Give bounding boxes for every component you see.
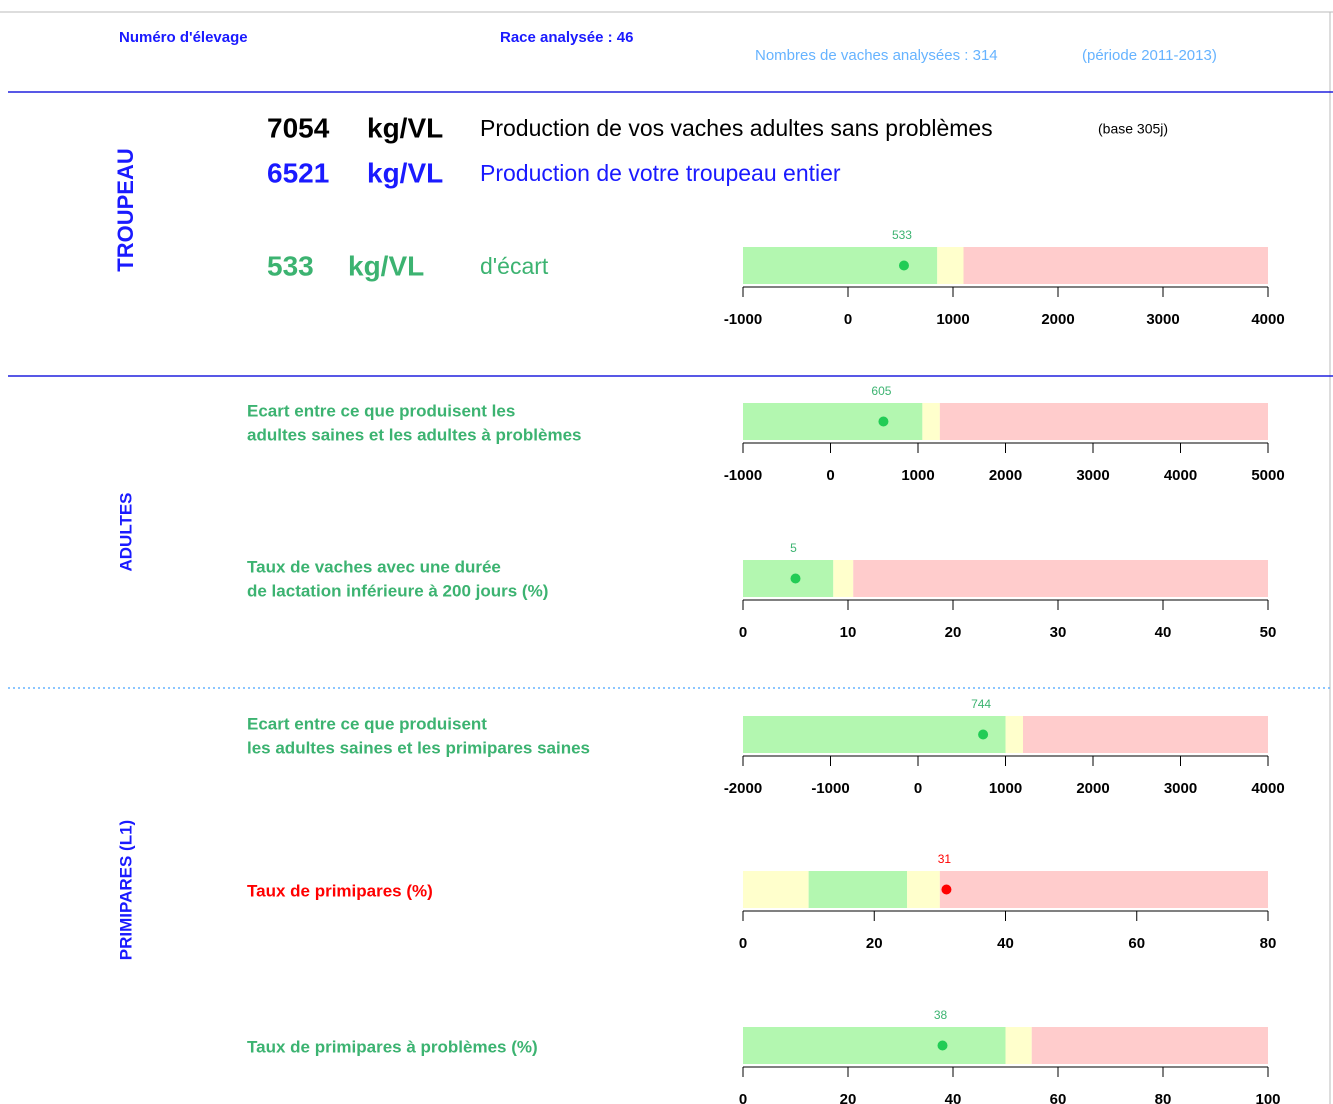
prod-text: Production de vos vaches adultes sans pr…	[480, 115, 993, 141]
x-tick-label: 50	[1260, 624, 1277, 641]
section-label: TROUPEAU	[113, 148, 138, 271]
x-tick-label: 1000	[936, 311, 969, 328]
band	[1023, 716, 1268, 753]
band	[833, 560, 854, 597]
chart-title: Taux de vaches avec une durée	[247, 557, 501, 576]
prod-value: 7054	[267, 112, 330, 143]
chart-title: Ecart entre ce que produisent les	[247, 401, 515, 420]
header-numero: Numéro d'élevage	[119, 29, 248, 46]
band	[743, 1027, 1006, 1064]
ecart-text: d'écart	[480, 253, 549, 279]
band	[743, 403, 923, 440]
band	[1005, 716, 1023, 753]
ecart-value: 533	[267, 250, 314, 281]
chart-title: Taux de primipares (%)	[247, 881, 433, 900]
chart-title: Taux de primipares à problèmes (%)	[247, 1037, 538, 1056]
value-label: 744	[971, 697, 991, 711]
value-dot	[978, 729, 989, 740]
x-tick-label: 40	[945, 1091, 962, 1104]
section-label: PRIMIPARES (L1)	[116, 820, 135, 960]
band	[808, 871, 908, 908]
x-tick-label: 100	[1255, 1091, 1280, 1104]
band	[743, 716, 1006, 753]
x-tick-label: 2000	[1076, 780, 1109, 797]
header-vaches: Nombres de vaches analysées : 314	[755, 47, 998, 64]
value-label: 5	[790, 541, 797, 555]
x-tick-label: 0	[826, 467, 834, 484]
header-race: Race analysée : 46	[500, 29, 633, 46]
ecart-unit: kg/VL	[348, 250, 424, 281]
x-tick-label: -1000	[811, 780, 849, 797]
x-tick-label: 2000	[989, 467, 1022, 484]
x-tick-label: 1000	[901, 467, 934, 484]
band	[1031, 1027, 1268, 1064]
prod-note: (base 305j)	[1098, 121, 1168, 137]
x-tick-label: 3000	[1076, 467, 1109, 484]
value-dot	[941, 884, 952, 895]
x-tick-label: 20	[945, 624, 962, 641]
band	[922, 403, 940, 440]
chart-title: les adultes saines et les primipares sai…	[247, 738, 590, 757]
band	[937, 247, 964, 284]
value-dot	[878, 416, 889, 427]
prod-unit: kg/VL	[367, 157, 443, 188]
value-dot	[898, 260, 909, 271]
x-tick-label: 40	[1155, 624, 1172, 641]
x-tick-label: 3000	[1146, 311, 1179, 328]
x-tick-label: 0	[739, 624, 747, 641]
band	[743, 560, 834, 597]
band	[963, 247, 1268, 284]
x-tick-label: 5000	[1251, 467, 1284, 484]
x-tick-label: 80	[1260, 935, 1277, 952]
value-label: 533	[892, 228, 912, 242]
header-periode: (période 2011-2013)	[1082, 47, 1217, 64]
value-dot	[937, 1040, 948, 1051]
prod-value: 6521	[267, 157, 329, 188]
x-tick-label: 0	[739, 935, 747, 952]
x-tick-label: 60	[1050, 1091, 1067, 1104]
x-tick-label: 20	[866, 935, 883, 952]
value-label: 605	[871, 384, 891, 398]
section-label: ADULTES	[116, 492, 135, 571]
x-tick-label: 0	[914, 780, 922, 797]
band	[939, 871, 1268, 908]
band	[743, 871, 809, 908]
prod-unit: kg/VL	[367, 112, 443, 143]
x-tick-label: -1000	[724, 311, 762, 328]
x-tick-label: 60	[1128, 935, 1145, 952]
x-tick-label: 40	[997, 935, 1014, 952]
x-tick-label: 10	[840, 624, 857, 641]
value-dot	[790, 573, 801, 584]
x-tick-label: 4000	[1251, 780, 1284, 797]
band	[939, 403, 1268, 440]
x-tick-label: 2000	[1041, 311, 1074, 328]
x-tick-label: 1000	[989, 780, 1022, 797]
band	[907, 871, 940, 908]
x-tick-label: -2000	[724, 780, 762, 797]
x-tick-label: 0	[844, 311, 852, 328]
chart-title: Ecart entre ce que produisent	[247, 714, 487, 733]
value-label: 38	[934, 1008, 948, 1022]
x-tick-label: 0	[739, 1091, 747, 1104]
x-tick-label: 3000	[1164, 780, 1197, 797]
band	[1005, 1027, 1032, 1064]
x-tick-label: 4000	[1164, 467, 1197, 484]
x-tick-label: 4000	[1251, 311, 1284, 328]
x-tick-label: 80	[1155, 1091, 1172, 1104]
prod-text: Production de votre troupeau entier	[480, 160, 841, 186]
x-tick-label: 30	[1050, 624, 1067, 641]
value-label: 31	[938, 852, 952, 866]
chart-title: adultes saines et les adultes à problème…	[247, 425, 581, 444]
x-tick-label: -1000	[724, 467, 762, 484]
chart-title: de lactation inférieure à 200 jours (%)	[247, 581, 548, 600]
band	[853, 560, 1268, 597]
x-tick-label: 20	[840, 1091, 857, 1104]
